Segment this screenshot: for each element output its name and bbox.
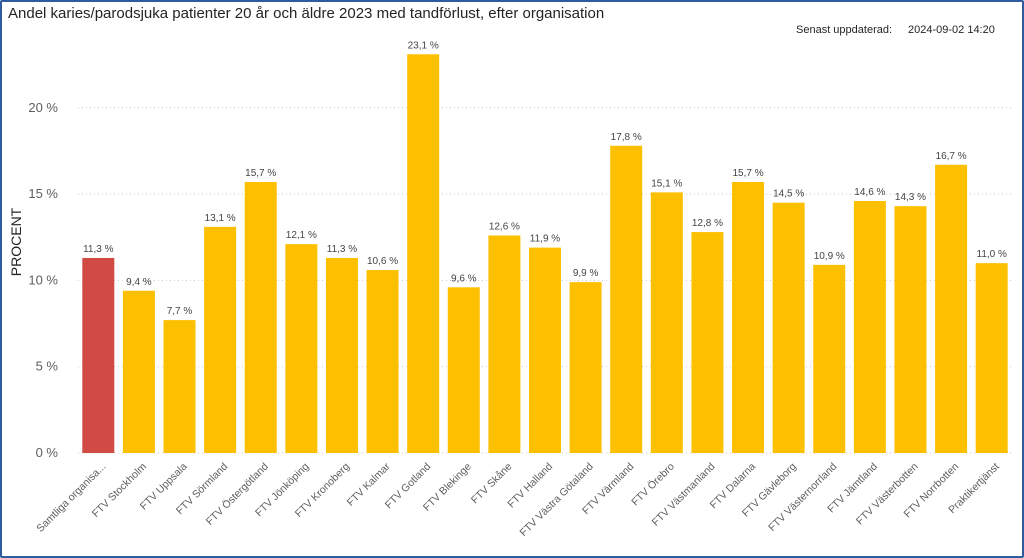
last-updated-value: 2024-09-02 14:20 (908, 24, 995, 36)
bar[interactable] (447, 287, 480, 453)
bar[interactable] (244, 182, 277, 453)
chart-title: Andel karies/parodsjuka patienter 20 år … (8, 5, 605, 22)
bar[interactable] (488, 235, 521, 453)
data-label: 14,6 % (854, 187, 885, 198)
x-tick-label: FTV Västernorrland (766, 461, 839, 534)
data-labels: 11,3 % 9,4 % 7,7 % 13,1 % 15,7 % 12,1 % 11,3 %… (83, 40, 1007, 317)
data-label: 13,1 % (205, 213, 236, 224)
data-label: 12,8 % (692, 218, 723, 229)
bar[interactable] (82, 257, 115, 453)
data-label: 23,1 % (408, 40, 439, 51)
last-updated-label: Senast uppdaterad: (796, 24, 893, 36)
data-label: 15,7 % (732, 168, 763, 179)
bar[interactable] (772, 202, 805, 453)
bar[interactable] (935, 164, 968, 453)
data-label: 7,7 % (167, 306, 193, 317)
bar[interactable] (325, 257, 358, 453)
bar[interactable] (691, 232, 724, 453)
data-label: 11,3 % (83, 244, 113, 255)
y-tick-label: 5 % (36, 359, 59, 374)
bars (82, 54, 1008, 453)
bar[interactable] (732, 182, 765, 453)
y-tick-label: 20 % (28, 100, 58, 115)
x-tick-label: Samtliga organisa... (34, 461, 108, 535)
bar[interactable] (529, 247, 561, 453)
bar[interactable] (650, 192, 683, 453)
bar[interactable] (163, 320, 196, 453)
data-label: 14,3 % (895, 192, 926, 203)
bar[interactable] (122, 290, 155, 453)
data-label: 15,1 % (651, 178, 682, 189)
data-label: 16,7 % (936, 151, 967, 162)
bar[interactable] (894, 206, 927, 453)
data-label: 12,1 % (286, 230, 317, 241)
data-label: 12,6 % (489, 222, 520, 233)
data-label: 9,6 % (451, 273, 477, 284)
data-label: 9,4 % (126, 277, 152, 288)
bar[interactable] (285, 244, 318, 453)
bar[interactable] (569, 282, 602, 453)
bar[interactable] (407, 54, 440, 453)
bar[interactable] (975, 263, 1008, 453)
data-label: 9,9 % (573, 268, 599, 279)
data-label: 17,8 % (611, 132, 642, 143)
bar[interactable] (813, 264, 846, 453)
data-label: 11,3 % (327, 244, 357, 255)
y-axis-ticks: 0 % 5 % 10 % 15 % 20 % (28, 100, 58, 460)
y-tick-label: 0 % (36, 445, 59, 460)
x-tick-label: FTV Västra Götaland (517, 461, 595, 539)
data-label: 11,0 % (977, 249, 1007, 260)
data-label: 15,7 % (245, 168, 276, 179)
bar[interactable] (853, 201, 886, 453)
y-tick-label: 15 % (28, 186, 58, 201)
y-axis-label: PROCENT (8, 207, 24, 276)
bar[interactable] (366, 270, 399, 453)
bar[interactable] (610, 145, 643, 453)
data-label: 10,9 % (814, 251, 845, 262)
data-label: 14,5 % (773, 189, 804, 200)
y-tick-label: 10 % (28, 272, 58, 287)
bar[interactable] (204, 226, 237, 453)
data-label: 11,9 % (530, 234, 560, 245)
data-label: 10,6 % (367, 256, 398, 267)
